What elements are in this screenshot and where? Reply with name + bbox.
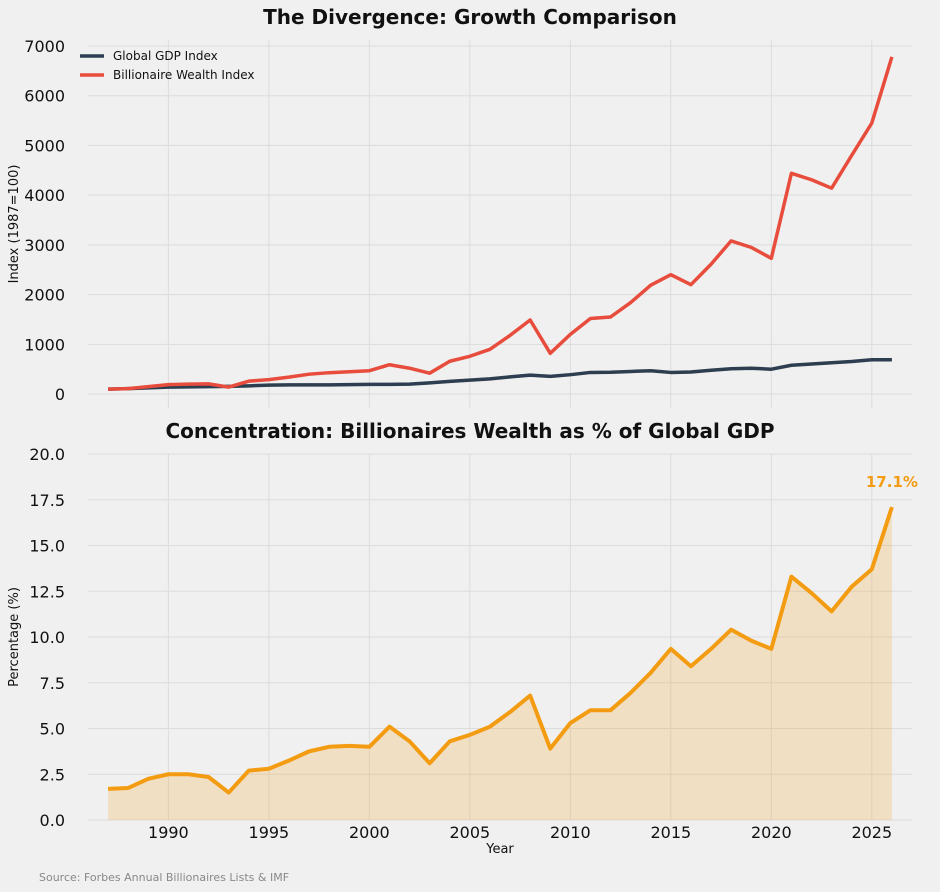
y-tick-label: 4000 [24, 186, 65, 205]
y-tick-label: 0 [55, 385, 65, 404]
y-tick-label: 20.0 [29, 445, 65, 464]
y-tick-label: 12.5 [29, 582, 65, 601]
y-tick-label: 5.0 [40, 720, 65, 739]
x-tick-label: 2015 [650, 823, 691, 842]
y-tick-label: 2.5 [40, 765, 65, 784]
area-fill [108, 507, 892, 820]
y-tick-label: 7000 [24, 37, 65, 56]
y-tick-label: 5000 [24, 136, 65, 155]
series-line-wealth [108, 56, 894, 391]
y-tick-label: 15.0 [29, 537, 65, 556]
series-line-gdp [108, 358, 892, 391]
y-tick-label: 0.0 [40, 811, 65, 830]
x-tick-label: 2020 [751, 823, 792, 842]
y-tick-label: 6000 [24, 87, 65, 106]
x-tick-label: 2025 [851, 823, 892, 842]
y-tick-label: 2000 [24, 286, 65, 305]
chart-title: Concentration: Billionaires Wealth as % … [166, 419, 775, 443]
series-line-percentage [108, 506, 894, 795]
chart-title: The Divergence: Growth Comparison [263, 5, 677, 29]
y-tick-label: 1000 [24, 335, 65, 354]
x-tick-label: 2005 [449, 823, 490, 842]
x-tick-label: 2000 [349, 823, 390, 842]
legend-label: Global GDP Index [113, 49, 218, 63]
y-axis-label: Percentage (%) [7, 587, 22, 687]
x-tick-label: 1990 [148, 823, 189, 842]
source-note: Source: Forbes Annual Billionaires Lists… [39, 871, 290, 884]
y-tick-label: 17.5 [29, 491, 65, 510]
x-tick-label: 2010 [550, 823, 591, 842]
y-axis-label: Index (1987=100) [7, 165, 22, 284]
y-tick-label: 3000 [24, 236, 65, 255]
x-axis-label: Year [485, 842, 514, 857]
legend-label: Billionaire Wealth Index [113, 68, 254, 82]
y-tick-label: 7.5 [40, 674, 65, 693]
y-tick-label: 10.0 [29, 628, 65, 647]
x-tick-label: 1995 [249, 823, 290, 842]
data-label-last: 17.1% [866, 473, 918, 491]
